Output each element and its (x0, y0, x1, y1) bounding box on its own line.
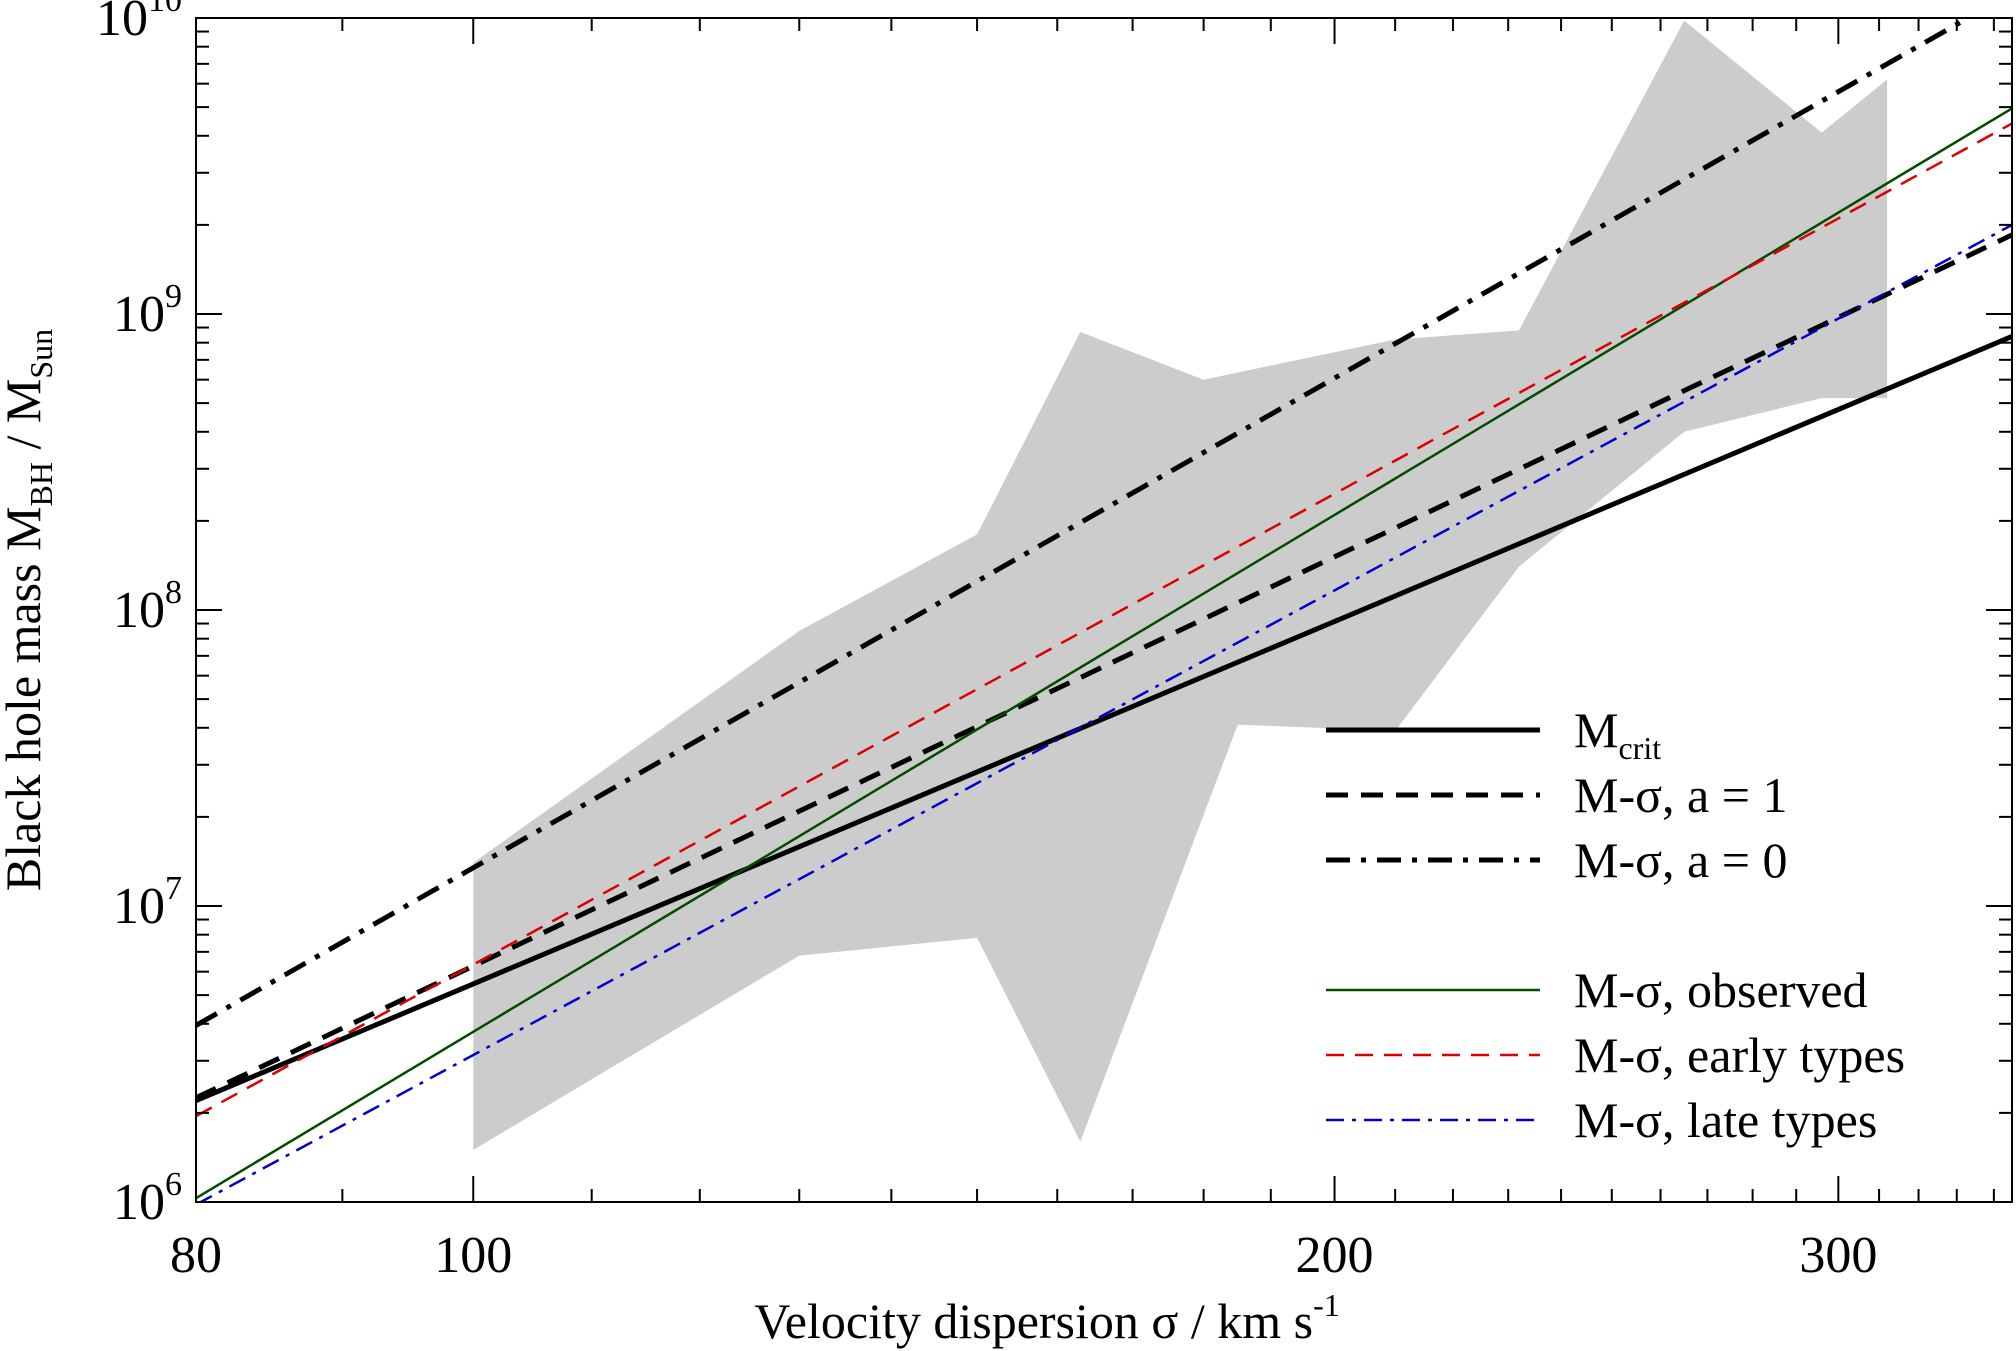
x-axis-title-text: Velocity dispersion σ / km s (754, 1293, 1313, 1349)
y-tick-base: 10 (113, 1174, 165, 1231)
legend-label-text: M-σ, a = 0 (1574, 832, 1787, 888)
x-tick-labels: 80 100 200 300 (170, 1227, 1877, 1284)
y-tick-base: 10 (113, 286, 165, 343)
series-line-4 (196, 122, 2012, 1118)
x-tick-label: 100 (434, 1227, 512, 1284)
axis-ticks (195, 17, 2012, 1203)
legend-label-2: M-σ, a = 0 (1574, 832, 1787, 888)
y-axis-title-subscript-bh: BH (23, 462, 59, 506)
y-tick-base: 10 (113, 582, 165, 639)
y-tick-exponent: 8 (165, 574, 182, 611)
x-axis-title-superscript: -1 (1313, 1287, 1340, 1323)
x-tick-label: 80 (170, 1227, 222, 1284)
y-axis-title: Black hole mass MBH / MSun (0, 329, 59, 891)
y-tick-exponent: 9 (165, 278, 182, 315)
legend-label-text: M-σ, observed (1574, 962, 1868, 1018)
y-axis-title-subscript-sun: Sun (23, 329, 59, 379)
series-line-1 (196, 232, 2012, 1101)
scatter-band (473, 20, 1888, 1150)
series-line-2 (196, 18, 1970, 1028)
series-lines (196, 18, 2012, 1202)
y-axis-title-middle: / M (0, 379, 51, 462)
legend-label-3: M-σ, observed (1574, 962, 1868, 1018)
y-tick-exponent: 7 (165, 870, 182, 907)
x-axis-title: Velocity dispersion σ / km s-1 (754, 1287, 1340, 1349)
y-tick-label: 107 (113, 870, 182, 935)
legend-label-subscript: crit (1618, 730, 1661, 766)
y-axis-title-text: Black hole mass M (0, 506, 51, 891)
y-tick-label: 108 (113, 574, 182, 639)
legend-label-0: Mcrit (1574, 702, 1661, 766)
legend-label-text: M (1574, 702, 1618, 758)
y-tick-base: 10 (96, 0, 148, 47)
uncertainty-band (473, 20, 1888, 1150)
legend-label-text: M-σ, early types (1574, 1027, 1905, 1083)
legend-label-text: M-σ, late types (1574, 1092, 1877, 1148)
y-tick-label: 1010 (96, 0, 182, 47)
y-tick-label: 109 (113, 278, 182, 343)
legend-label-1: M-σ, a = 1 (1574, 767, 1787, 823)
legend-label-4: M-σ, early types (1574, 1027, 1905, 1083)
series-line-5 (198, 223, 2012, 1202)
y-tick-base: 10 (113, 878, 165, 935)
y-tick-label: 106 (113, 1166, 182, 1231)
legend-label-5: M-σ, late types (1574, 1092, 1877, 1148)
x-tick-label: 300 (1799, 1227, 1877, 1284)
legend-label-text: M-σ, a = 1 (1574, 767, 1787, 823)
y-tick-exponent: 10 (148, 0, 182, 19)
series-line-0 (196, 334, 2012, 1103)
x-tick-label: 200 (1296, 1227, 1374, 1284)
y-tick-exponent: 6 (165, 1166, 182, 1203)
